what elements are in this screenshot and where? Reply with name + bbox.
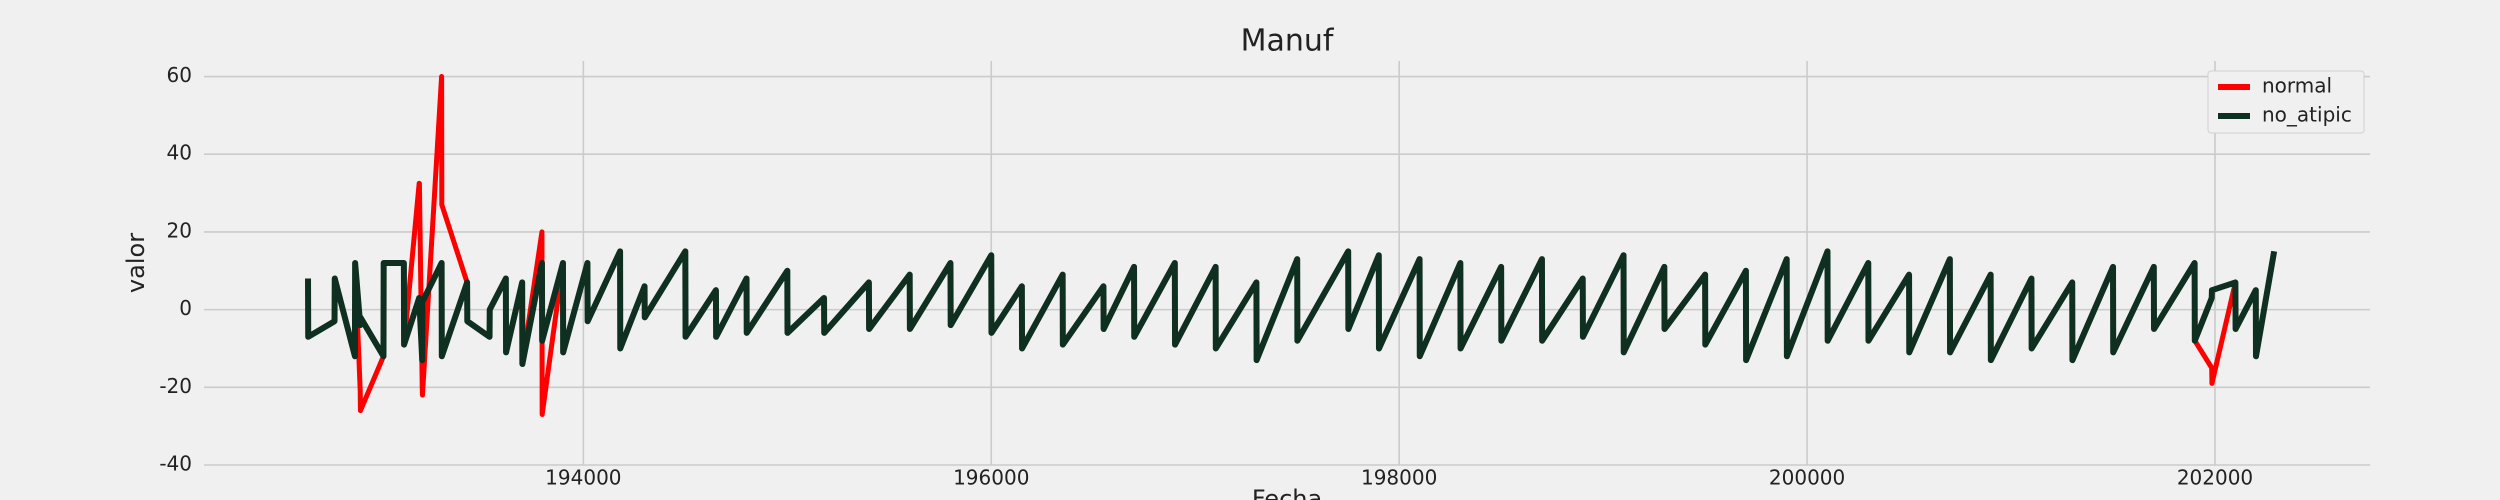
x-tick-label: 196000 xyxy=(953,466,1029,490)
legend: normal no_atipic xyxy=(2207,70,2365,134)
y-tick-label: -20 xyxy=(159,374,192,398)
y-tick-label: 20 xyxy=(167,218,192,242)
x-axis-label: Fecha xyxy=(1252,485,1322,500)
x-tick-label: 202000 xyxy=(2177,466,2253,490)
x-tick-label: 194000 xyxy=(545,466,621,490)
legend-label: no_atipic xyxy=(2262,103,2352,127)
chart-title: Manuf xyxy=(1241,24,1335,59)
legend-label: normal xyxy=(2262,74,2332,98)
x-tick-label: 198000 xyxy=(1361,466,1437,490)
y-tick-label: 60 xyxy=(167,63,192,87)
y-tick-label: 0 xyxy=(179,296,192,320)
x-tick-label: 200000 xyxy=(1769,466,1845,490)
line-series xyxy=(305,248,2278,367)
y-tick-label: 40 xyxy=(167,141,192,165)
y-axis-label: valor xyxy=(122,233,150,293)
y-tick-label: -40 xyxy=(159,452,192,476)
